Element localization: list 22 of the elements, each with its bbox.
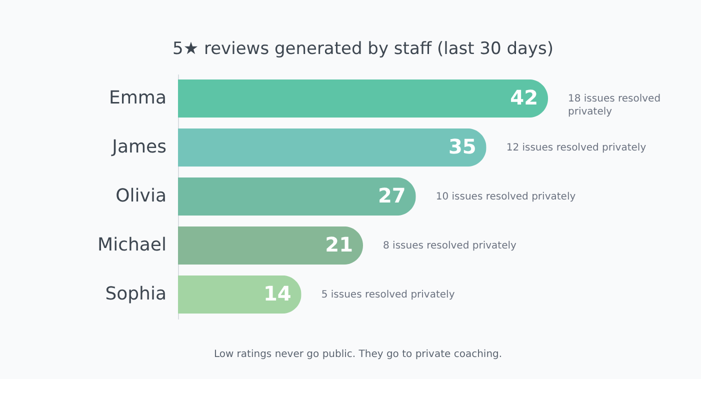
text: Low ratings never go public. They go to private coaching.	[214, 349, 502, 360]
y-tick-label: Sophia	[105, 284, 166, 304]
y-tick-label: Olivia	[116, 186, 166, 206]
y-tick-label: Emma	[109, 88, 166, 108]
bar	[178, 177, 416, 216]
annotation: 18 issues resolved privately	[568, 94, 661, 118]
data-label: 14	[263, 282, 292, 306]
bar	[178, 128, 486, 167]
annotation: 8 issues resolved privately	[383, 240, 516, 252]
annotation: 5 issues resolved privately	[321, 290, 455, 300]
bar	[178, 79, 548, 118]
chart-title: 5★ reviews generated by staff (last 30 days)	[172, 39, 554, 59]
annotation: 10 issues resolved privately	[436, 192, 576, 202]
data-label: 42	[510, 86, 538, 110]
data-label: 21	[325, 232, 353, 256]
bar	[178, 226, 363, 265]
y-tick-label: James	[111, 136, 166, 158]
data-label: 35	[448, 134, 476, 158]
y-tick-label: Michael	[98, 234, 166, 256]
annotation: 12 issues resolved privately	[506, 142, 646, 154]
bar	[178, 275, 302, 314]
data-label: 27	[378, 184, 406, 208]
